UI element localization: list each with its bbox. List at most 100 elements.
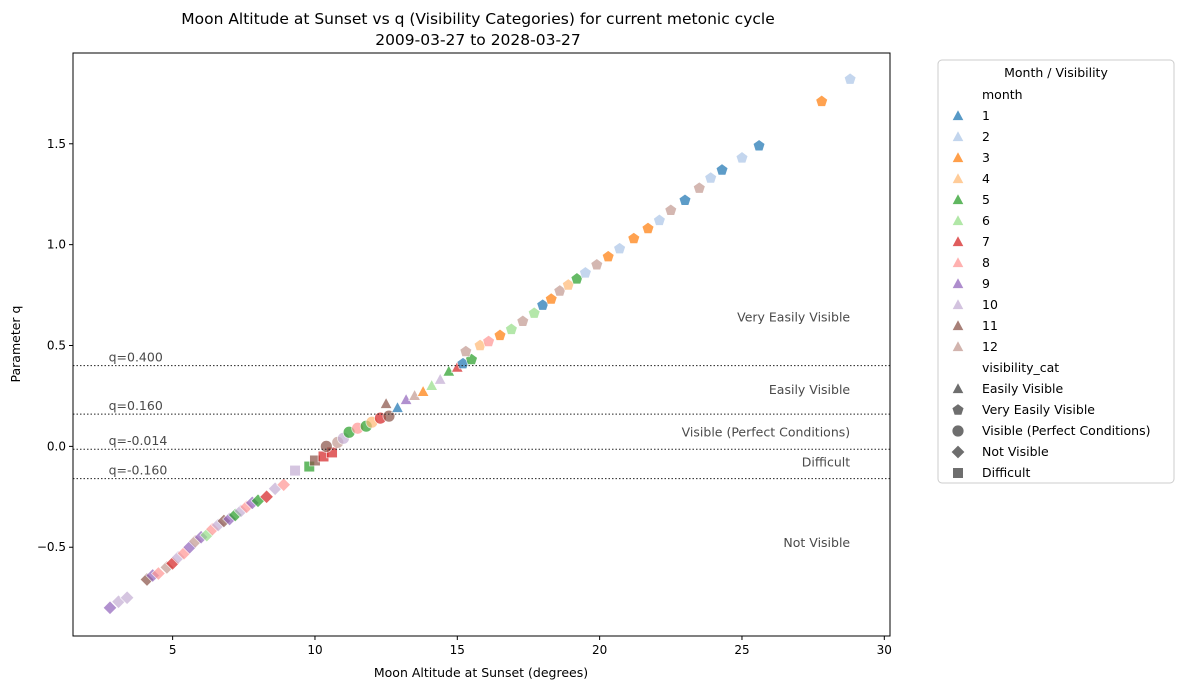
data-point: [752, 139, 766, 152]
data-point: [815, 94, 829, 107]
data-point: [692, 181, 706, 194]
x-tick-label: 10: [307, 643, 322, 657]
data-point: [601, 249, 615, 263]
legend-box: [937, 59, 1175, 484]
legend-month-label: 10: [982, 297, 998, 312]
y-tick-label: 1.0: [47, 238, 66, 252]
data-point: [482, 334, 496, 348]
data-point: [627, 231, 641, 245]
region-label: Difficult: [802, 455, 850, 470]
threshold-label: q=0.160: [109, 398, 163, 413]
data-point: [433, 372, 447, 385]
data-point: [289, 464, 301, 477]
threshold-lines: q=0.400 q=0.160 q=-0.014 q=-0.160: [73, 350, 890, 480]
legend-title: Month / Visibility: [1004, 65, 1108, 80]
data-point: [119, 590, 135, 606]
legend-month-marker: [951, 234, 965, 247]
legend-month-label: 7: [982, 234, 990, 249]
legend-category-marker: [951, 381, 965, 394]
data-point: [259, 489, 275, 505]
legend-category-label: Not Visible: [982, 444, 1049, 459]
legend-hue-title: month: [982, 87, 1023, 102]
legend-category-marker: [952, 467, 964, 479]
legend-month-marker: [951, 213, 965, 226]
legend-month-label: 12: [982, 339, 998, 354]
data-point: [493, 328, 507, 341]
region-labels: Very Easily Visible Easily Visible Visible…: [682, 309, 851, 550]
region-label: Easily Visible: [769, 382, 851, 397]
chart-title: Moon Altitude at Sunset vs q (Visibility…: [181, 10, 775, 28]
data-point: [416, 384, 430, 397]
legend-month-marker: [951, 318, 965, 331]
y-tick-label: 0.5: [47, 339, 66, 353]
legend-month-label: 4: [982, 171, 990, 186]
legend-month-marker: [951, 171, 965, 184]
y-tick-label: 1.5: [47, 137, 66, 151]
data-point: [843, 72, 857, 85]
region-label: Very Easily Visible: [737, 309, 850, 324]
data-point: [613, 241, 627, 255]
data-point: [704, 171, 718, 184]
data-point: [459, 344, 473, 358]
region-label: Visible (Perfect Conditions): [682, 424, 850, 439]
legend-month-marker: [951, 108, 965, 121]
data-point: [664, 203, 678, 216]
data-point: [319, 439, 333, 453]
legend-month-marker: [951, 339, 965, 352]
legend-month-label: 11: [982, 318, 998, 333]
data-point: [150, 566, 166, 581]
legend-month-label: 3: [982, 150, 990, 165]
data-point: [425, 378, 439, 391]
data-point: [578, 266, 592, 279]
legend-month-label: 5: [982, 192, 990, 207]
data-point: [516, 314, 530, 327]
chart-subtitle: 2009-03-27 to 2028-03-27: [375, 31, 581, 49]
legend-month-marker: [951, 150, 965, 163]
threshold-label: q=-0.160: [109, 463, 168, 478]
legend-month-marker: [951, 255, 965, 268]
legend-month-label: 1: [982, 108, 990, 123]
legend-month-label: 2: [982, 129, 990, 144]
y-axis-label: Parameter q: [8, 306, 23, 383]
x-tick-label: 20: [592, 643, 607, 657]
x-axis-ticks: 5 10 15 20 25 30: [169, 636, 892, 657]
y-tick-label: 0.0: [47, 439, 66, 453]
data-point: [641, 221, 655, 235]
threshold-label: q=0.400: [109, 350, 163, 365]
legend-category-marker: [950, 444, 966, 460]
x-tick-label: 5: [169, 643, 177, 657]
legend-month-marker: [951, 129, 965, 142]
data-point: [379, 396, 393, 409]
legend-category-marker: [951, 424, 965, 438]
legend-month-label: 9: [982, 276, 990, 291]
legend-category-label: Very Easily Visible: [982, 402, 1095, 417]
x-tick-label: 15: [450, 643, 465, 657]
legend-month-marker: [951, 192, 965, 205]
x-tick-label: 30: [877, 643, 892, 657]
data-point: [652, 213, 666, 226]
legend-category-label: Visible (Perfect Conditions): [982, 423, 1150, 438]
data-point: [504, 322, 518, 335]
legend-month-label: 6: [982, 213, 990, 228]
legend-month-label: 8: [982, 255, 990, 270]
legend-category-label: Difficult: [982, 465, 1030, 480]
legend-category-marker: [951, 403, 965, 416]
data-point: [590, 258, 604, 271]
x-tick-label: 25: [734, 643, 749, 657]
y-axis-ticks: −0.5 0.0 0.5 1.0 1.5: [37, 137, 73, 554]
data-points: [102, 72, 857, 616]
plot-frame: [72, 52, 891, 637]
legend-month-marker: [951, 297, 965, 310]
data-point: [735, 151, 749, 164]
y-tick-label: −0.5: [37, 540, 66, 554]
region-label: Not Visible: [783, 535, 850, 550]
legend-month-marker: [951, 276, 965, 289]
data-point: [102, 600, 118, 616]
legend-style-title: visibility_cat: [982, 360, 1059, 375]
data-point: [678, 193, 692, 206]
legend: Month / Visibility month123456789101112v…: [937, 59, 1175, 484]
legend-category-label: Easily Visible: [982, 381, 1064, 396]
x-axis-label: Moon Altitude at Sunset (degrees): [374, 665, 588, 680]
data-point: [276, 477, 292, 493]
